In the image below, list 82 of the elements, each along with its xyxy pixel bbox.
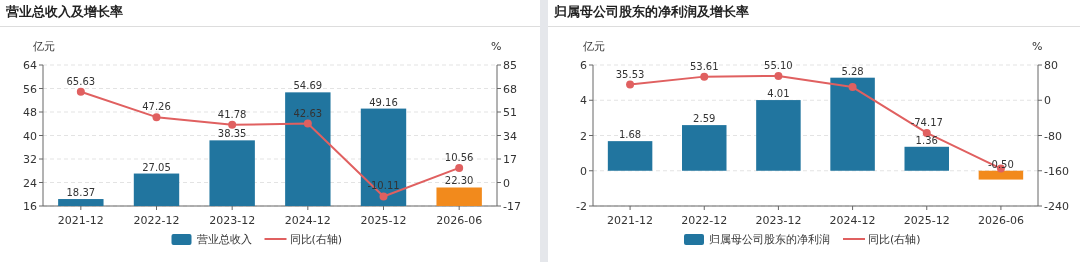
point (700, 72, 709, 81)
bar (682, 125, 727, 171)
y2-tick-label: -17 (503, 200, 521, 213)
x-tick-label: 2022-12 (681, 214, 728, 227)
point (303, 119, 312, 128)
legend-label: 同比(右轴) (868, 233, 921, 246)
y2-tick-label: 80 (1044, 59, 1058, 72)
point (774, 71, 783, 80)
point (626, 80, 635, 89)
data-label: 10.56 (444, 151, 474, 163)
y2-tick-label: 17 (503, 153, 517, 166)
x-tick-label: 2025-12 (903, 214, 950, 227)
x-tick-label: 2021-12 (57, 214, 104, 227)
data-label: 22.30 (444, 175, 474, 187)
chart-title: 营业总收入及增长率 (5, 4, 123, 19)
y2-tick-label: 51 (503, 106, 517, 119)
y2-tick-label: 0 (1044, 94, 1051, 108)
bar (756, 100, 801, 171)
legend-label: 同比(右轴) (289, 233, 343, 246)
data-label: 5.28 (841, 65, 864, 77)
y2-tick-label: 34 (503, 129, 517, 143)
x-tick-label: 2024-12 (284, 214, 331, 227)
y2-axis-title: % (1032, 40, 1043, 53)
data-label: 41.78 (217, 108, 247, 120)
data-label: 65.63 (66, 75, 96, 87)
point (379, 192, 388, 201)
point (455, 163, 464, 172)
data-label: 53.61 (689, 60, 719, 72)
y-tick-label: -2 (576, 200, 587, 213)
y-tick-label: 48 (23, 106, 37, 119)
y2-tick-label: -160 (1044, 164, 1069, 178)
bar (904, 146, 949, 171)
data-label: 55.10 (764, 59, 793, 71)
y-axis-title: 亿元 (32, 40, 55, 53)
y-tick-label: 24 (23, 176, 37, 190)
y-tick-label: 2 (580, 129, 587, 143)
y-tick-label: 6 (580, 59, 587, 72)
point (228, 120, 237, 129)
data-label: 1.36 (915, 134, 938, 146)
bar (830, 77, 875, 171)
y2-tick-label: -80 (1044, 129, 1062, 143)
y-tick-label: 32 (23, 153, 37, 166)
y-tick-label: 4 (580, 94, 587, 108)
y-tick-label: 64 (23, 59, 37, 72)
legend-label: 营业总收入 (196, 233, 252, 246)
bar (978, 170, 1024, 180)
data-label: 54.69 (293, 80, 323, 92)
data-label: 1.68 (618, 129, 642, 141)
chart-title: 归属母公司股东的净利润及增长率 (553, 4, 749, 19)
legend-label: 归属母公司股东的净利润 (709, 233, 830, 246)
data-label: 27.05 (142, 161, 171, 173)
y-tick-label: 56 (23, 82, 37, 96)
point (76, 87, 85, 96)
data-label: 42.63 (293, 107, 323, 119)
y2-axis-title: % (491, 40, 502, 53)
x-tick-label: 2023-12 (209, 214, 256, 227)
data-label: 18.37 (66, 187, 96, 199)
y2-tick-label: 0 (503, 176, 510, 190)
y2-tick-label: 68 (503, 82, 517, 96)
x-tick-label: 2022-12 (133, 214, 180, 227)
point (848, 83, 857, 92)
y2-tick-label: 85 (503, 59, 517, 72)
x-tick-label: 2025-12 (360, 214, 407, 227)
data-label: 35.53 (615, 68, 645, 80)
y-tick-label: 16 (23, 200, 37, 213)
data-label: 2.59 (693, 113, 716, 125)
x-tick-label: 2021-12 (607, 214, 654, 227)
y2-tick-label: -240 (1044, 200, 1069, 213)
y-tick-label: 0 (580, 164, 587, 178)
x-tick-label: 2026-06 (977, 214, 1024, 227)
x-tick-label: 2026-06 (436, 214, 483, 227)
data-label: 38.35 (217, 128, 247, 140)
y-axis-title: 亿元 (582, 40, 605, 53)
x-tick-label: 2024-12 (829, 214, 876, 227)
data-label: 4.01 (767, 88, 790, 100)
x-tick-label: 2023-12 (755, 214, 802, 227)
data-label: 49.16 (369, 96, 398, 108)
y-tick-label: 40 (23, 129, 37, 143)
bar (607, 141, 653, 171)
data-label: 47.26 (142, 101, 171, 113)
data-label: -74.17 (910, 116, 943, 128)
point (152, 113, 161, 122)
